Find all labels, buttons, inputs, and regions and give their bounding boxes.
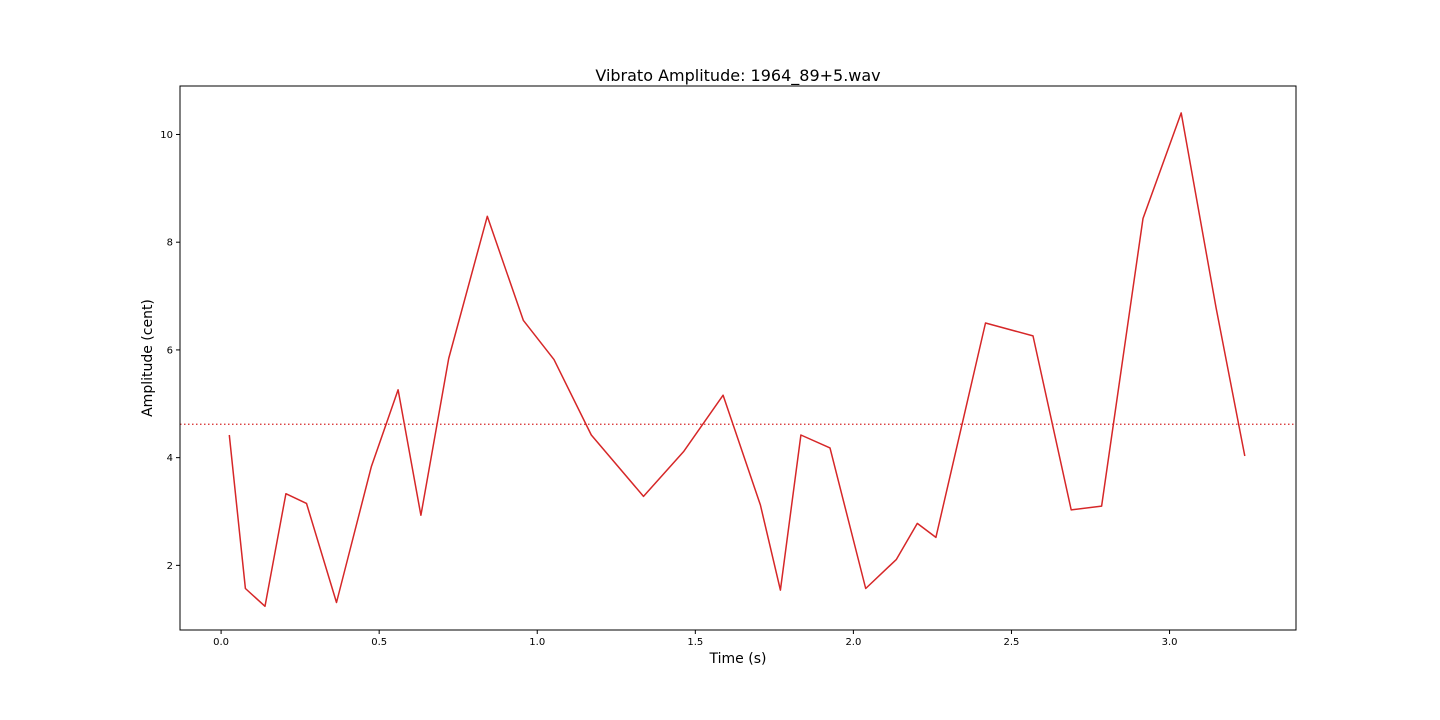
y-tick-label: 6: [167, 345, 173, 356]
y-tick-label: 4: [167, 453, 173, 464]
x-tick-label: 1.5: [687, 637, 703, 648]
x-tick-label: 3.0: [1162, 637, 1178, 648]
y-tick-label: 8: [167, 238, 173, 249]
series-lines: [228, 112, 1246, 608]
x-tick-label: 2.0: [845, 637, 861, 648]
y-tick-label: 2: [167, 561, 173, 572]
y-tick-label: 10: [160, 130, 173, 141]
series-line-0: [228, 112, 1246, 608]
x-tick-label: 0.0: [213, 637, 229, 648]
plot-area: [180, 86, 1296, 630]
y-axis-ticks: 2 4 6 8 10: [160, 130, 180, 572]
plot-frame: [179, 85, 1297, 631]
y-axis-label: Amplitude (cent): [140, 299, 156, 417]
x-tick-label: 0.5: [371, 637, 387, 648]
chart-title: Vibrato Amplitude: 1964_89+5.wav: [595, 66, 880, 86]
x-axis-ticks: 0.0 0.5 1.0 1.5 2.0 2.5 3.0: [213, 630, 1177, 648]
x-tick-label: 1.0: [529, 637, 545, 648]
x-axis-label: Time (s): [709, 651, 767, 667]
x-tick-label: 2.5: [1004, 637, 1020, 648]
